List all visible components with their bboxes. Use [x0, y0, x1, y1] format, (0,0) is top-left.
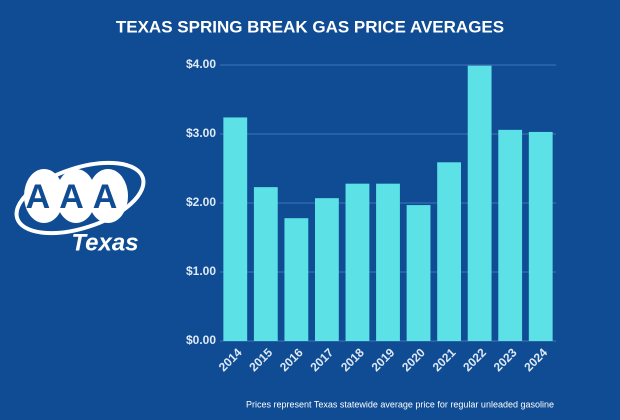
- logo-swoosh: [14, 160, 146, 236]
- y-tick-label: $0.00: [186, 333, 216, 347]
- bar: [376, 183, 400, 341]
- bar: [253, 187, 278, 341]
- y-tick-label: $4.00: [186, 57, 216, 71]
- bar: [345, 183, 370, 341]
- logo-oval: [88, 169, 128, 223]
- chart-title: TEXAS SPRING BREAK GAS PRICE AVERAGES: [116, 17, 504, 36]
- logo-name: Texas: [71, 229, 138, 256]
- bar: [284, 218, 309, 341]
- logo-oval: [24, 169, 64, 223]
- bar: [498, 129, 523, 341]
- bar: [437, 162, 462, 341]
- bar: [223, 117, 248, 341]
- bar: [467, 65, 492, 341]
- logo-mark: AAA: [26, 178, 127, 216]
- bar: [314, 198, 339, 341]
- y-tick-label: $3.00: [186, 126, 216, 140]
- logo: AAA Texas: [14, 160, 146, 256]
- y-tick-label: $1.00: [186, 264, 216, 278]
- logo-oval: [56, 169, 96, 223]
- bar: [528, 131, 553, 341]
- footnote: Prices represent Texas statewide average…: [246, 399, 554, 409]
- bar: [406, 205, 431, 341]
- y-tick-label: $2.00: [186, 195, 216, 209]
